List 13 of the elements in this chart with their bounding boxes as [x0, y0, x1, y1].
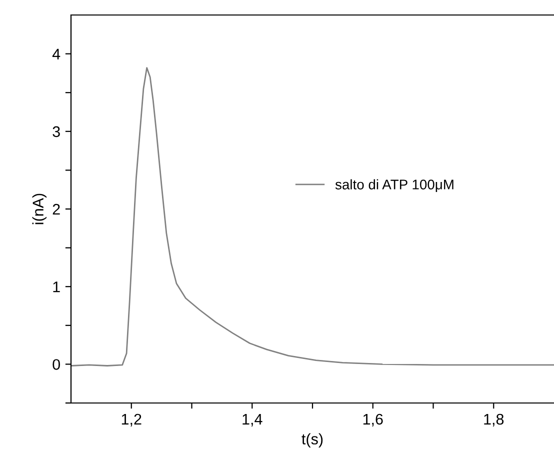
- x-tick-label: 1,4: [242, 414, 262, 426]
- x-tick-label: 1,6: [363, 414, 383, 426]
- y-tick-label: 3: [52, 126, 60, 138]
- y-tick-label: 4: [52, 48, 60, 60]
- line-series: [71, 67, 554, 366]
- y-tick-label: 2: [52, 204, 60, 215]
- legend-label: salto di ATP 100μM: [335, 179, 454, 192]
- y-axis-title: i(nA): [32, 194, 47, 224]
- x-tick-label: 1,8: [484, 414, 504, 426]
- y-tick-label: 0: [52, 359, 60, 370]
- y-tick-label: 1: [53, 282, 60, 292]
- x-axis-title: t(s): [302, 433, 323, 448]
- x-tick-label: 1,2: [122, 414, 142, 426]
